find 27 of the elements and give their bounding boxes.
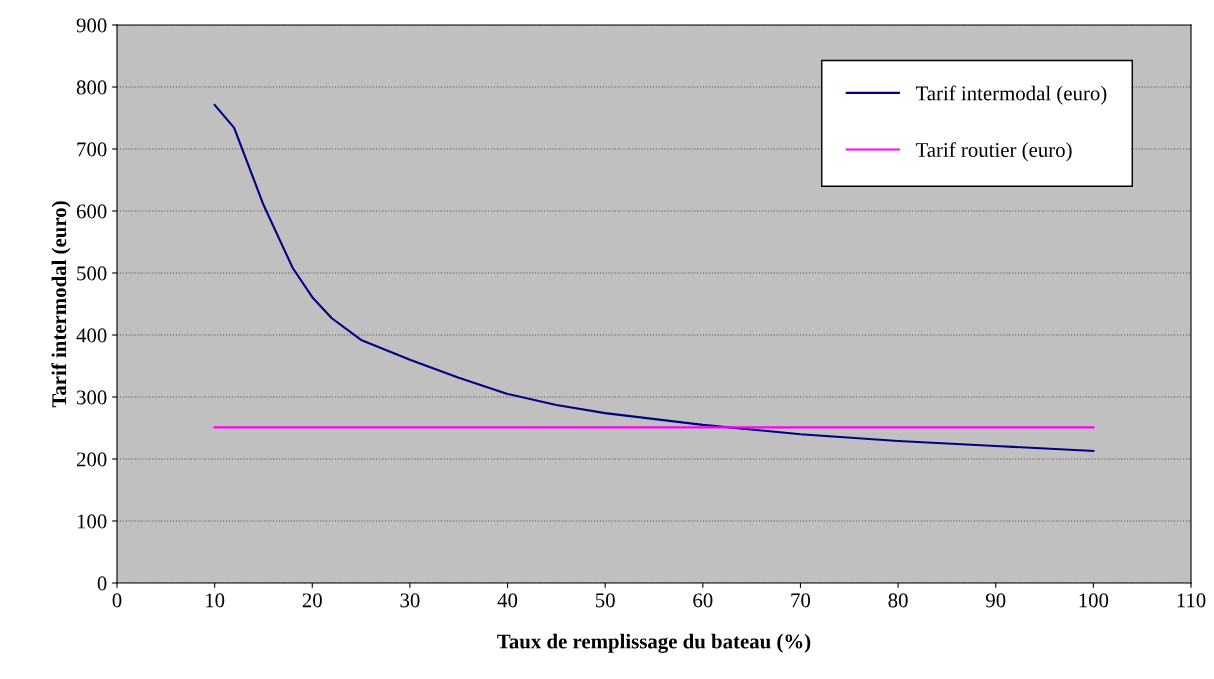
x-tick-label: 50 [595, 593, 615, 608]
legend-label: Tarif intermodal (euro) [915, 85, 1107, 105]
y-tick-label: 900 [76, 18, 107, 33]
x-tick-label: 40 [497, 593, 518, 608]
y-tick-label: 700 [77, 142, 107, 157]
y-tick-label: 200 [76, 452, 107, 467]
x-tick-label: 100 [1079, 593, 1109, 608]
x-tick-label: 70 [791, 593, 811, 608]
legend-label: Tarif routier (euro) [915, 142, 1072, 162]
x-tick-label: 90 [985, 593, 1006, 608]
y-tick-label: 400 [76, 328, 107, 343]
x-tick-label: 80 [888, 593, 908, 608]
y-tick-label: 300 [77, 390, 107, 405]
x-axis-title: Taux de remplissage du bateau (%) [497, 633, 811, 653]
y-tick-label: 500 [77, 266, 107, 281]
x-tick-label: 10 [206, 593, 225, 608]
y-tick-label: 800 [76, 80, 107, 95]
x-tick-label: 110 [1177, 593, 1206, 608]
y-tick-label: 100 [77, 514, 107, 529]
x-tick-label: 60 [693, 593, 713, 608]
y-axis-title: Tarif intermodal (euro) [51, 201, 71, 408]
x-tick-label: 0 [112, 593, 122, 608]
line-series [213, 103, 1095, 452]
x-tick-label: 20 [302, 593, 322, 608]
y-tick-label: 0 [97, 576, 107, 591]
y-tick-label: 600 [76, 204, 107, 219]
x-tick-label: 30 [400, 593, 420, 608]
